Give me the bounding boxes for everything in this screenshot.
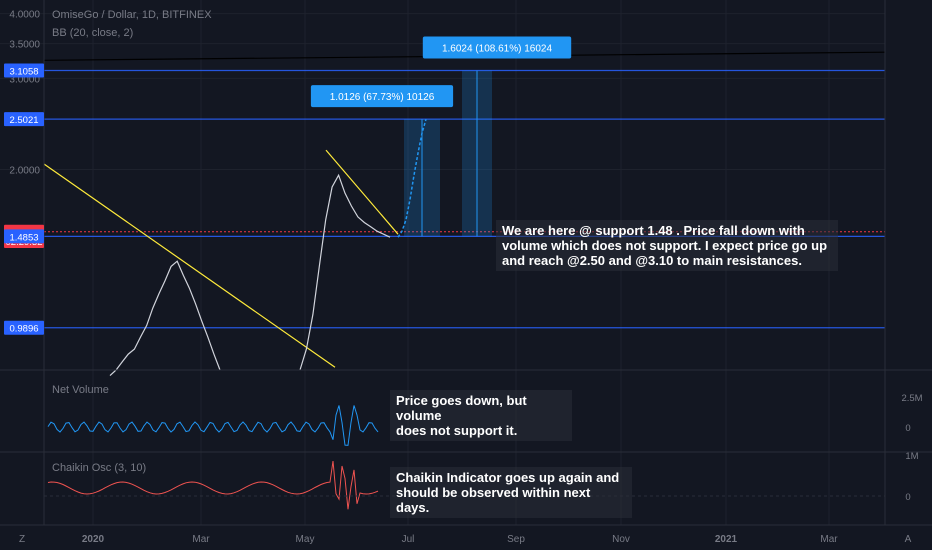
price-line	[299, 173, 391, 371]
price-line	[109, 260, 221, 377]
x-tick-label: Jul	[402, 534, 415, 545]
price-badge-label: 3.1058	[9, 67, 38, 78]
price-badge-label: 1.4853	[9, 232, 38, 243]
chaikin-series	[47, 461, 379, 510]
measure-label-box	[422, 36, 572, 59]
x-tick-label: Nov	[612, 534, 630, 545]
x-tick-label: 2020	[82, 534, 105, 545]
pane-tick-label: 1M	[905, 451, 918, 462]
downtrend-line	[325, 149, 399, 235]
annotation-volume: Price goes down, but volume does not sup…	[390, 390, 572, 441]
net-volume-series	[47, 405, 379, 446]
corner-label-left: Z	[19, 534, 25, 545]
corner-label-right: A	[905, 534, 912, 545]
price-badge-label: 0.9896	[9, 324, 38, 335]
projection-line	[397, 119, 427, 238]
y-tick-label: 3.5000	[9, 40, 40, 51]
x-tick-label: Mar	[192, 534, 210, 545]
annotation-support: We are here @ support 1.48 . Price fall …	[496, 220, 838, 271]
bb-indicator-label: BB (20, close, 2)	[52, 27, 134, 39]
y-tick-label: 2.0000	[9, 166, 40, 177]
price-badge	[4, 320, 44, 335]
chaikin-label: Chaikin Osc (3, 10)	[52, 462, 147, 474]
y-tick-label: 4.0000	[9, 10, 40, 21]
pane-tick-label: 0	[905, 492, 910, 503]
y-tick-label: 3.0000	[9, 74, 40, 85]
net-volume-label: Net Volume	[52, 384, 109, 396]
price-badge-label: 2.5021	[9, 115, 38, 126]
measure-label: 1.0126 (67.73%) 10126	[330, 92, 435, 103]
x-tick-label: Mar	[820, 534, 838, 545]
price-badge	[4, 112, 44, 127]
price-badge	[4, 229, 44, 244]
pane-tick-label: 2.5M	[901, 393, 922, 404]
downtrend-line	[43, 163, 336, 368]
x-tick-label: May	[296, 534, 315, 545]
measure-label-box	[310, 85, 454, 108]
annotation-chaikin: Chaikin Indicator goes up again and shou…	[390, 467, 632, 518]
price-series	[109, 119, 427, 377]
measurement-tools: 1.0126 (67.73%) 10126 1.6024 (108.61%) 16…	[310, 36, 572, 237]
pane-tick-label: 0	[905, 423, 910, 434]
x-tick-label: 2021	[715, 534, 738, 545]
price-badge	[4, 63, 44, 78]
measure-label: 1.6024 (108.61%) 16024	[442, 44, 553, 55]
x-tick-label: Sep	[507, 534, 525, 545]
chart-title: OmiseGo / Dollar, 1D, BITFINEX	[52, 9, 212, 21]
